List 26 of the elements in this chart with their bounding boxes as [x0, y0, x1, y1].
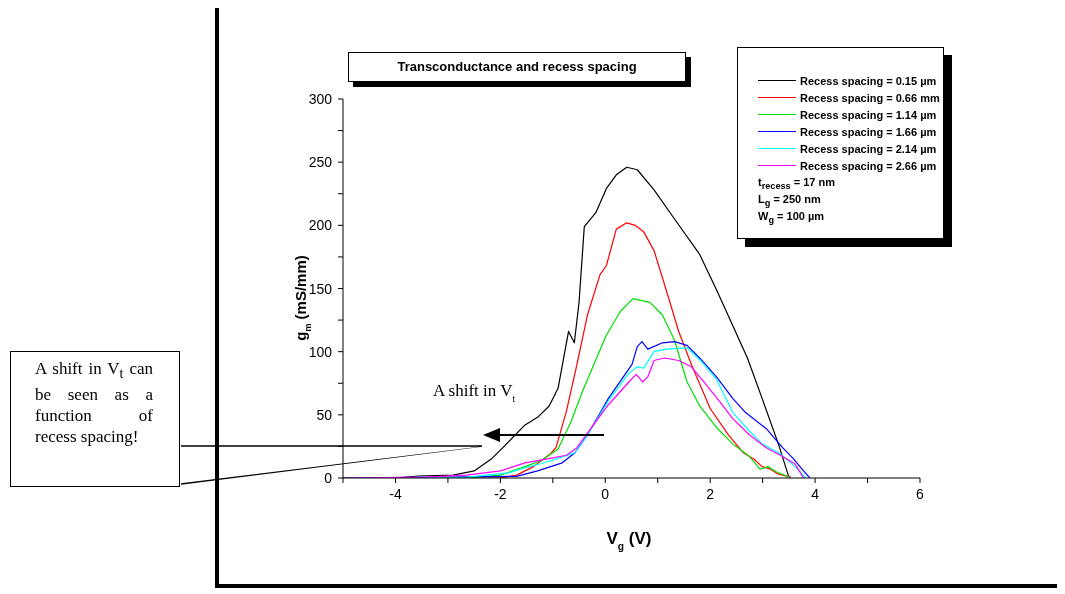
y-tick-label: 300 — [308, 91, 333, 107]
legend-label: Recess spacing = 0.66 mm — [800, 91, 940, 104]
x-tick-label: 0 — [601, 486, 610, 502]
y-tick-label: 250 — [308, 154, 333, 171]
y-tick-label: 100 — [308, 343, 333, 360]
annotation: W$_{g}$ = 100 µm — [758, 209, 826, 226]
annotation: A shift in V$_{t}$ — [433, 381, 516, 404]
legend-label: Recess spacing = 2.66 µm — [800, 159, 937, 172]
annotation: L$_{g}$ = 250 nm — [758, 192, 822, 209]
x-tick-label: -4 — [389, 486, 402, 502]
x-axis-title: V$_{g}$ (V) — [606, 529, 652, 552]
x-tick-label: -2 — [494, 486, 507, 502]
annotation: t$_{recess}$ = 17 nm — [758, 175, 837, 192]
legend-label: Recess spacing = 1.66 µm — [800, 125, 937, 138]
legend-label: Recess spacing = 2.14 µm — [800, 142, 937, 155]
x-tick-label: 4 — [811, 486, 820, 502]
chart-title: Transconductance and recess spacing — [348, 52, 686, 82]
text: A shift in V$_{t}$ can be seen as a function of recess spacing! — [10, 351, 180, 487]
x-tick-label: 6 — [916, 486, 925, 502]
y-tick-label: 200 — [308, 217, 333, 234]
y-tick-label: 0 — [324, 470, 333, 486]
legend-label: Recess spacing = 1.14 µm — [800, 108, 937, 121]
x-tick-label: 2 — [706, 486, 715, 502]
y-tick-label: 150 — [308, 280, 333, 297]
legend-label: Recess spacing = 0.15 µm — [800, 74, 937, 87]
y-tick-label: 50 — [316, 406, 333, 423]
